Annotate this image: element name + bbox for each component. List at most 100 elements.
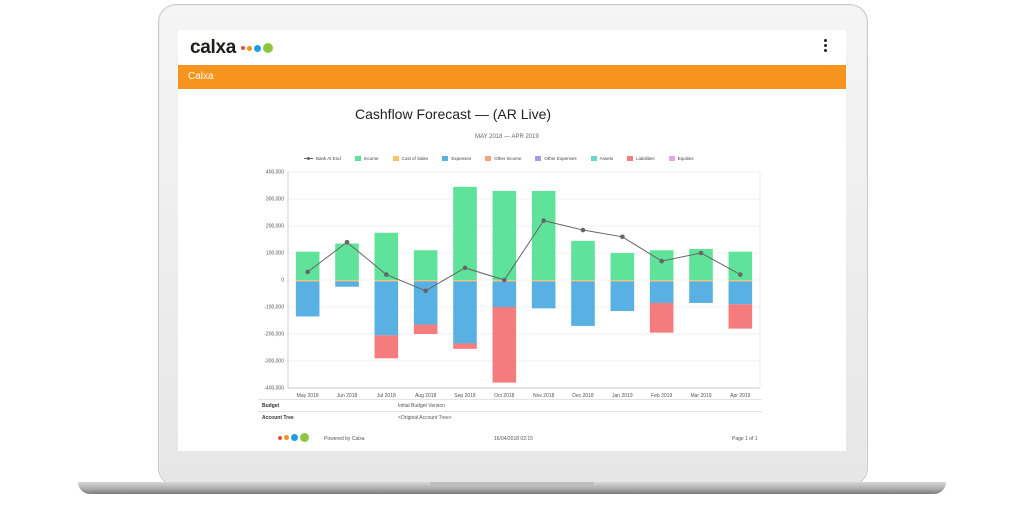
report-date: 16/04/2018 02:15 <box>494 436 533 442</box>
legend-item[interactable]: Assets <box>590 156 614 161</box>
x-tick-label: Feb 2019 <box>651 393 672 399</box>
x-tick-label: Apr 2019 <box>730 393 751 399</box>
bar-segment <box>335 280 359 282</box>
bank-at-end-point <box>502 277 507 283</box>
page-indicator: Page 1 of 1 <box>732 436 758 442</box>
legend-item[interactable]: Expenses <box>442 156 471 161</box>
legend-swatch <box>442 156 449 161</box>
info-value: Initial Budget Version <box>398 403 445 409</box>
bar-segment <box>492 281 517 307</box>
bank-at-end-point <box>423 288 428 294</box>
bar-segment <box>531 280 556 282</box>
legend-label: Liabilities <box>636 156 655 161</box>
bar-segment <box>453 280 477 282</box>
info-row-budget: Budget Initial Budget Version <box>258 399 762 412</box>
app-screen: calxa Calxa Cashflow Forecast — (AR Live… <box>178 30 846 451</box>
banner: Calxa <box>178 65 846 89</box>
bar-segment <box>571 281 595 326</box>
legend-label: Assets <box>599 156 614 161</box>
bar-segment <box>295 251 320 280</box>
bank-at-end-line <box>307 220 741 292</box>
bank-at-end-point <box>541 218 546 223</box>
legend-swatch <box>668 156 675 161</box>
legend-label: Equities <box>677 156 694 161</box>
y-tick-label: 100,000 <box>266 251 284 257</box>
bar-segment <box>571 240 595 280</box>
bar-segment <box>374 280 399 282</box>
bank-at-end-point <box>659 258 664 264</box>
bar-segment <box>610 281 635 312</box>
footer-logo-dots <box>276 433 309 442</box>
x-tick-label: Aug 2018 <box>415 393 437 399</box>
logo-dot-green <box>263 43 274 53</box>
legend-swatch <box>485 156 492 161</box>
bar-segment <box>649 250 674 280</box>
bar-segment <box>610 253 635 280</box>
y-tick-label: 300,000 <box>266 197 284 203</box>
bar-segment <box>610 280 635 282</box>
legend-item[interactable]: Equities <box>668 156 694 161</box>
kebab-menu-icon[interactable] <box>822 39 828 55</box>
legend-swatch <box>535 156 542 161</box>
legend-swatch <box>392 156 399 161</box>
y-tick-label: 400,000 <box>266 170 284 176</box>
bar-segment <box>413 250 438 280</box>
logo-dot-orange <box>247 45 253 51</box>
info-label: Account Tree <box>262 415 294 421</box>
bar-segment <box>728 280 753 282</box>
legend-item[interactable]: Liabilities <box>627 156 655 161</box>
legend-item[interactable]: Cost of Sales <box>392 156 428 161</box>
laptop-notch <box>430 482 594 487</box>
bar-segment <box>531 190 556 280</box>
bar-segment <box>374 232 399 280</box>
bar-segment <box>531 281 556 309</box>
chart-legend: Bank At End Income Cost of Sales Expenses Ot… <box>304 156 708 161</box>
bar-segment <box>413 324 438 334</box>
x-tick-label: Mar 2019 <box>690 393 711 399</box>
logo-dot-red <box>241 46 246 50</box>
bar-segment <box>728 304 753 329</box>
report-footer: Powered by Calxa 16/04/2018 02:15 Page 1… <box>178 430 846 446</box>
y-tick-label: 0 <box>281 278 284 284</box>
app-header: calxa <box>178 30 846 65</box>
x-tick-label: Jan 2019 <box>612 393 633 399</box>
bank-at-end-point <box>580 227 586 233</box>
x-tick-label: Nov 2018 <box>533 393 555 399</box>
legend-item[interactable]: Other Income <box>485 156 521 161</box>
bank-at-end-point <box>384 272 389 277</box>
bar-segment <box>335 243 359 280</box>
y-tick-label: 200,000 <box>266 224 284 230</box>
bar-segment <box>689 280 713 282</box>
info-value: <Original Account Tree> <box>398 415 452 421</box>
powered-by-text: Powered by Calxa <box>324 436 365 442</box>
bank-at-end-point <box>462 265 468 271</box>
y-tick-label: -400,000 <box>264 386 284 392</box>
logo-text: calxa <box>190 37 237 58</box>
x-tick-label: Jul 2018 <box>377 393 396 399</box>
calxa-logo[interactable]: calxa <box>190 37 274 59</box>
legend-swatch <box>354 156 361 161</box>
bar-segment <box>649 302 674 333</box>
legend-item[interactable]: Income <box>354 156 379 161</box>
x-tick-label: Sep 2018 <box>454 393 476 399</box>
bar-segment <box>453 343 477 349</box>
laptop-base <box>78 482 946 494</box>
bar-segment <box>295 281 320 317</box>
info-label: Budget <box>262 403 280 409</box>
legend-swatch <box>627 156 634 161</box>
logo-dot-blue <box>254 44 262 52</box>
y-tick-label: -100,000 <box>264 305 284 311</box>
x-tick-label: May 2018 <box>297 393 319 399</box>
legend-item[interactable]: Other Expenses <box>535 156 577 161</box>
legend-label: Other Income <box>494 156 522 161</box>
x-tick-label: Oct 2018 <box>494 393 515 399</box>
bar-segment <box>374 335 399 359</box>
bar-segment <box>295 280 320 282</box>
banner-title: Calxa <box>188 71 214 82</box>
bar-segment <box>413 280 438 282</box>
legend-label: Income <box>363 156 379 161</box>
bar-segment <box>492 190 517 280</box>
y-tick-label: -300,000 <box>264 359 284 365</box>
bar-segment <box>728 281 753 305</box>
legend-item[interactable]: Bank At End <box>304 156 341 161</box>
